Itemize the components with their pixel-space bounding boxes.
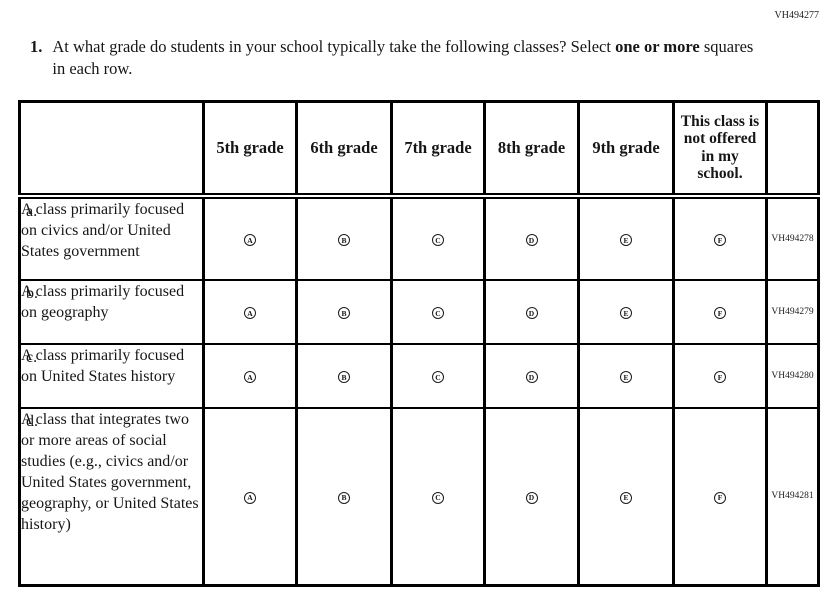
row-c-option-c-bubble[interactable]: C [432,371,444,384]
cell-row-a-5th: A [202,194,297,280]
row-b-option-e-bubble[interactable]: E [620,307,632,320]
row-label: c. A class primarily focused on United S… [18,342,204,408]
cell-row-a-not-offered: F [672,194,767,280]
column-header-5th-grade: 5th grade [202,101,297,199]
question-bold-emphasis: one or more [615,37,700,56]
row-code: VH494279 [765,278,819,344]
row-d-option-a-bubble[interactable]: A [244,492,256,504]
row-key: c. [26,348,38,366]
table-row-d: d. A class that integrates two or more a… [18,406,819,586]
cell-row-d-5th: A [202,406,297,586]
header-code-column [765,101,819,199]
row-b-option-f-bubble[interactable]: F [714,307,726,320]
cell-row-a-8th: D [483,194,579,280]
form-code: VH494277 [774,10,819,21]
row-label-text: A class that integrates two or more area… [21,410,199,534]
cell-row-c-9th: E [577,342,674,408]
row-b-option-a-bubble[interactable]: A [244,307,256,320]
cell-row-c-6th: B [295,342,392,408]
column-header-7th-grade: 7th grade [390,101,485,199]
question-block: 1. At what grade do students in your sch… [30,36,765,80]
row-d-option-f-bubble[interactable]: F [714,492,726,504]
row-d-option-b-bubble[interactable]: B [338,492,350,504]
row-label-text: A class primarily focused on civics and/… [21,200,185,260]
cell-row-b-5th: A [202,278,297,344]
cell-row-c-8th: D [483,342,579,408]
cell-row-b-6th: B [295,278,392,344]
row-code: VH494280 [765,342,819,408]
table-row-c: c. A class primarily focused on United S… [18,342,819,408]
column-header-9th-grade: 9th grade [577,101,674,199]
cell-row-a-7th: C [390,194,485,280]
cell-row-b-7th: C [390,278,485,344]
cell-row-b-8th: D [483,278,579,344]
row-key: a. [26,202,38,220]
row-a-option-e-bubble[interactable]: E [620,234,632,247]
column-header-not-offered: This class is not offered in my school. [672,101,767,199]
row-label: b. A class primarily focused on geograph… [18,278,204,344]
row-b-option-b-bubble[interactable]: B [338,307,350,320]
cell-row-a-6th: B [295,194,392,280]
row-label-text: A class primarily focused on United Stat… [21,346,185,385]
table-row-b: b. A class primarily focused on geograph… [18,278,819,344]
question-text-before: At what grade do students in your school… [52,37,616,56]
row-a-option-c-bubble[interactable]: C [432,234,444,247]
table-row-a: a. A class primarily focused on civics a… [18,194,819,280]
row-d-option-d-bubble[interactable]: D [525,492,538,504]
row-a-option-d-bubble[interactable]: D [525,234,538,247]
row-a-option-b-bubble[interactable]: B [338,234,350,247]
question-table: 5th grade 6th grade 7th grade 8th grade … [18,100,820,587]
cell-row-d-8th: D [483,406,579,586]
row-code: VH494281 [765,406,819,586]
row-code: VH494278 [765,194,819,280]
cell-row-c-not-offered: F [672,342,767,408]
cell-row-d-7th: C [390,406,485,586]
cell-row-b-9th: E [577,278,674,344]
cell-row-b-not-offered: F [672,278,767,344]
column-header-8th-grade: 8th grade [483,101,579,199]
cell-row-d-9th: E [577,406,674,586]
row-c-option-a-bubble[interactable]: A [244,371,256,384]
row-a-option-a-bubble[interactable]: A [244,234,256,247]
row-key: d. [26,412,38,430]
row-c-option-f-bubble[interactable]: F [714,371,726,384]
question-number: 1. [30,37,43,56]
header-row: 5th grade 6th grade 7th grade 8th grade … [18,101,819,199]
row-key: b. [26,284,38,302]
row-a-option-f-bubble[interactable]: F [714,234,726,247]
row-b-option-d-bubble[interactable]: D [525,307,538,320]
row-c-option-d-bubble[interactable]: D [525,371,538,384]
question-text-after: squares in each row. [52,37,754,79]
row-c-option-b-bubble[interactable]: B [338,371,350,384]
cell-row-a-9th: E [577,194,674,280]
row-label-text: A class primarily focused on geography [21,282,185,321]
question-text: At what grade do students in your school… [52,36,765,80]
cell-row-d-6th: B [295,406,392,586]
row-b-option-c-bubble[interactable]: C [432,307,444,320]
row-label: a. A class primarily focused on civics a… [18,194,204,280]
row-d-option-e-bubble[interactable]: E [620,492,632,504]
row-label: d. A class that integrates two or more a… [18,406,204,586]
row-c-option-e-bubble[interactable]: E [620,371,632,384]
cell-row-c-5th: A [202,342,297,408]
cell-row-c-7th: C [390,342,485,408]
header-empty-cell [18,101,204,199]
cell-row-d-not-offered: F [672,406,767,586]
column-header-6th-grade: 6th grade [295,101,392,199]
row-d-option-c-bubble[interactable]: C [432,492,444,504]
